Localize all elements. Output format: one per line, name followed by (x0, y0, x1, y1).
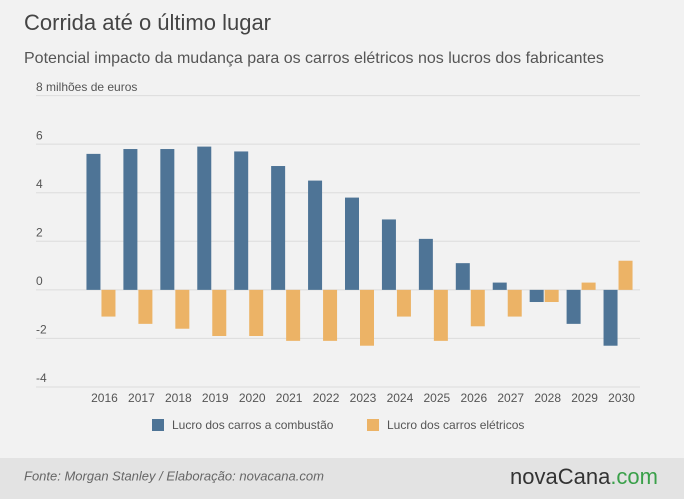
bar (618, 260, 633, 290)
bar (529, 289, 544, 303)
bar (492, 282, 507, 290)
bar (175, 289, 190, 329)
legend-label: Lucro dos carros a combustão (172, 418, 334, 432)
bar (138, 289, 153, 324)
y-tick-label: 6 (36, 128, 43, 142)
x-tick-label: 2027 (497, 391, 524, 405)
logo-part: nova (510, 464, 558, 489)
bar (470, 289, 485, 327)
y-tick-label: -4 (36, 371, 47, 385)
bar (101, 289, 116, 317)
bar (455, 263, 470, 290)
footer-band (0, 458, 684, 499)
x-tick-label: 2026 (460, 391, 487, 405)
logo-part: .com (610, 464, 658, 489)
source: Fonte: Morgan Stanley / Elaboração: nova… (24, 468, 324, 483)
y-tick-label: 4 (36, 177, 43, 191)
bar (123, 149, 138, 290)
chart-title: Corrida até o último lugar (24, 10, 271, 35)
x-tick-label: 2025 (424, 391, 451, 405)
legend-label: Lucro dos carros elétricos (387, 418, 524, 432)
legend-swatch (152, 419, 164, 431)
x-tick-label: 2017 (128, 391, 155, 405)
x-tick-label: 2029 (571, 391, 598, 405)
x-tick-label: 2024 (387, 391, 414, 405)
bar (603, 289, 618, 346)
chart-subtitle: Potencial impacto da mudança para os car… (24, 50, 604, 67)
x-tick-label: 2018 (165, 391, 192, 405)
bar (323, 289, 338, 341)
x-tick-label: 2022 (313, 391, 340, 405)
x-tick-label: 2023 (350, 391, 377, 405)
bar (566, 289, 581, 324)
bar (286, 289, 301, 341)
bar (212, 289, 227, 337)
x-tick-label: 2016 (91, 391, 118, 405)
y-tick-label: -2 (36, 323, 47, 337)
bar (86, 153, 101, 290)
y-tick-label: 8 milhões de euros (36, 80, 137, 94)
y-tick-label: 2 (36, 225, 43, 239)
x-tick-label: 2030 (608, 391, 635, 405)
bar (308, 180, 323, 290)
logo-part: Cana (558, 464, 611, 489)
bar (249, 289, 264, 337)
bar (507, 289, 522, 317)
bar (160, 149, 175, 290)
legend-swatch (367, 419, 379, 431)
bar (396, 289, 411, 317)
bar (433, 289, 448, 341)
bar (360, 289, 374, 346)
x-tick-label: 2028 (534, 391, 561, 405)
x-tick-label: 2020 (239, 391, 266, 405)
bar (418, 238, 433, 290)
logo: novaCana.com (510, 464, 658, 489)
x-tick-label: 2021 (276, 391, 303, 405)
bar (234, 151, 249, 290)
bar (544, 289, 559, 303)
bar (271, 166, 286, 290)
bar (345, 197, 359, 290)
background (0, 0, 684, 458)
x-tick-label: 2019 (202, 391, 229, 405)
bar (197, 146, 212, 290)
y-tick-label: 0 (36, 274, 43, 288)
bar (581, 282, 596, 290)
bar (381, 219, 396, 290)
